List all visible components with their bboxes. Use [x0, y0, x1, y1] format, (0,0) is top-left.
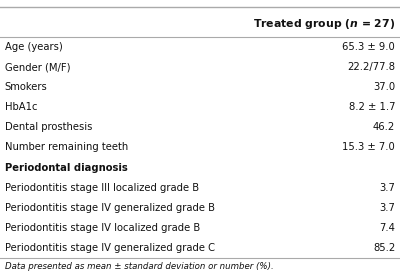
Text: Dental prosthesis: Dental prosthesis	[5, 122, 92, 132]
Text: Gender (M/F): Gender (M/F)	[5, 62, 70, 72]
Text: 8.2 ± 1.7: 8.2 ± 1.7	[349, 102, 395, 112]
Text: 22.2/77.8: 22.2/77.8	[347, 62, 395, 72]
Text: 65.3 ± 9.0: 65.3 ± 9.0	[342, 42, 395, 52]
Text: 85.2: 85.2	[373, 243, 395, 253]
Text: HbA1c: HbA1c	[5, 102, 37, 112]
Text: Treated group ($\bfit{n}$ = 27): Treated group ($\bfit{n}$ = 27)	[253, 17, 395, 31]
Text: 37.0: 37.0	[373, 82, 395, 92]
Text: Periodontitis stage IV localized grade B: Periodontitis stage IV localized grade B	[5, 223, 200, 233]
Text: Periodontitis stage III localized grade B: Periodontitis stage III localized grade …	[5, 183, 199, 193]
Text: Number remaining teeth: Number remaining teeth	[5, 143, 128, 152]
Text: Periodontal diagnosis: Periodontal diagnosis	[5, 162, 128, 173]
Text: Age (years): Age (years)	[5, 42, 62, 52]
Text: 46.2: 46.2	[373, 122, 395, 132]
Text: Periodontitis stage IV generalized grade B: Periodontitis stage IV generalized grade…	[5, 203, 215, 213]
Text: Periodontitis stage IV generalized grade C: Periodontitis stage IV generalized grade…	[5, 243, 215, 253]
Text: 3.7: 3.7	[379, 183, 395, 193]
Text: 3.7: 3.7	[379, 203, 395, 213]
Text: 7.4: 7.4	[379, 223, 395, 233]
Text: Smokers: Smokers	[5, 82, 48, 92]
Text: Data presented as mean ± standard deviation or number (%).: Data presented as mean ± standard deviat…	[5, 263, 274, 271]
Text: 15.3 ± 7.0: 15.3 ± 7.0	[342, 143, 395, 152]
